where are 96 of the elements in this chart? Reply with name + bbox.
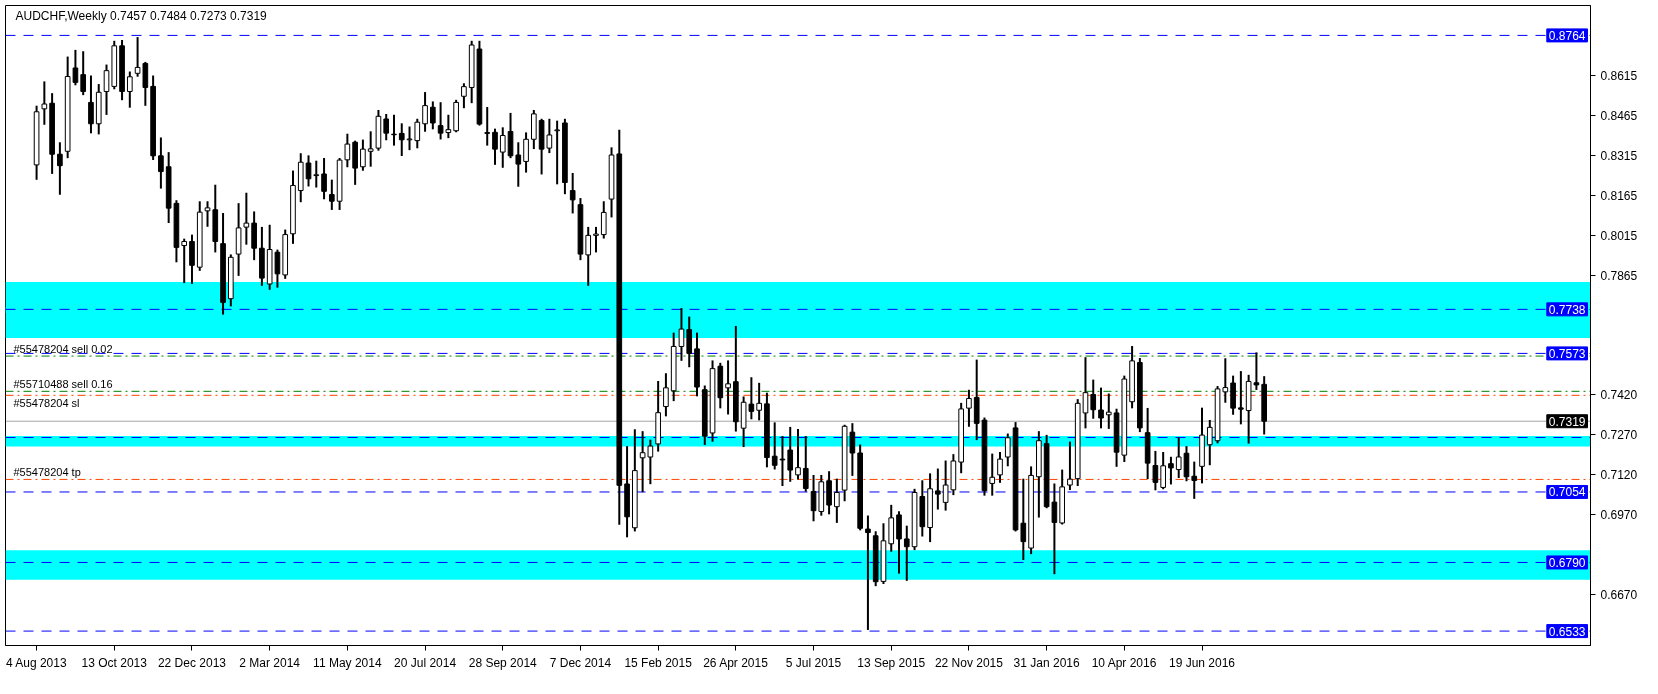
candlestick bbox=[158, 137, 164, 189]
y-tick-label: 0.8315 bbox=[1600, 148, 1638, 163]
y-tick-label: 0.8015 bbox=[1600, 228, 1638, 243]
candlestick bbox=[1206, 419, 1213, 466]
ref-line-label: #55478204 tp bbox=[13, 466, 81, 479]
candlestick bbox=[57, 142, 63, 195]
x-tick-label: 2 Mar 2014 bbox=[239, 655, 301, 670]
candlestick bbox=[181, 238, 188, 284]
candlestick bbox=[461, 83, 467, 109]
candlestick bbox=[398, 123, 405, 157]
candlestick bbox=[360, 139, 366, 171]
candlestick bbox=[305, 155, 312, 187]
candlestick bbox=[686, 316, 693, 368]
candlestick bbox=[725, 360, 731, 415]
candlestick bbox=[903, 525, 910, 581]
candlestick bbox=[834, 478, 840, 523]
candlestick bbox=[499, 127, 506, 168]
candlestick bbox=[593, 226, 599, 253]
candlestick bbox=[41, 81, 48, 125]
x-tick-label: 20 Jul 2014 bbox=[394, 655, 457, 670]
candlestick bbox=[1067, 441, 1073, 491]
candlestick bbox=[422, 92, 428, 132]
candlestick bbox=[1090, 379, 1097, 419]
x-tick-label: 15 Feb 2015 bbox=[624, 655, 693, 670]
ref-line-label: 0.8764 bbox=[1548, 28, 1586, 43]
y-tick-label: 0.7270 bbox=[1600, 427, 1638, 442]
candlestick bbox=[88, 75, 94, 134]
candlestick bbox=[1191, 461, 1198, 499]
y-tick-label: 0.8615 bbox=[1600, 68, 1638, 83]
x-tick-label: 22 Nov 2015 bbox=[934, 655, 1004, 670]
candlestick bbox=[554, 120, 560, 185]
candlestick bbox=[321, 158, 327, 200]
y-tick-label: 0.7420 bbox=[1600, 387, 1638, 402]
ref-line-label: #55710488 sell 0.16 bbox=[13, 378, 113, 391]
x-tick-label: 22 Dec 2013 bbox=[157, 655, 227, 670]
x-tick-label: 31 Jan 2016 bbox=[1013, 655, 1080, 670]
candlestick bbox=[492, 128, 498, 165]
y-tick-label: 0.7865 bbox=[1600, 268, 1638, 283]
chart-title: AUDCHF,Weekly 0.7457 0.7484 0.7273 0.7319 bbox=[15, 8, 268, 23]
candlestick bbox=[935, 468, 941, 510]
x-tick-label: 5 Jul 2015 bbox=[785, 655, 842, 670]
candlestick bbox=[1004, 433, 1011, 467]
candlestick bbox=[313, 160, 320, 188]
ref-line-label: #55478204 sl bbox=[13, 397, 80, 410]
ref-line-label: 0.7319 bbox=[1548, 414, 1586, 429]
candlestick bbox=[663, 373, 669, 417]
candlestick bbox=[243, 192, 250, 245]
candlestick bbox=[966, 389, 972, 427]
candlestick bbox=[1168, 456, 1174, 485]
candlestick bbox=[795, 429, 801, 480]
candlestick bbox=[80, 51, 87, 96]
candlestick bbox=[678, 308, 685, 361]
ref-line-label: 0.7573 bbox=[1548, 346, 1586, 361]
candlestick bbox=[344, 133, 351, 168]
candlestick bbox=[189, 234, 195, 284]
x-tick-label: 7 Dec 2014 bbox=[549, 655, 612, 670]
ref-line-label: 0.7738 bbox=[1548, 302, 1586, 317]
candlestick bbox=[802, 435, 809, 492]
x-tick-label: 26 Apr 2015 bbox=[703, 655, 769, 670]
candlestick bbox=[585, 226, 592, 286]
candlestick bbox=[787, 426, 794, 482]
candlestick bbox=[997, 451, 1003, 483]
x-tick-label: 4 Aug 2013 bbox=[5, 655, 67, 670]
candlestick bbox=[1160, 451, 1166, 490]
candlestick bbox=[1152, 450, 1159, 491]
y-tick-label: 0.8465 bbox=[1600, 108, 1638, 123]
ref-line-label: 0.6533 bbox=[1548, 624, 1586, 639]
x-tick-label: 19 Jun 2016 bbox=[1168, 655, 1236, 670]
ref-line-label: 0.6790 bbox=[1548, 555, 1586, 570]
y-tick-label: 0.7120 bbox=[1600, 467, 1638, 482]
x-tick-label: 10 Apr 2016 bbox=[1091, 655, 1157, 670]
candlestick bbox=[126, 71, 133, 108]
ref-line-label: 0.7054 bbox=[1548, 485, 1586, 500]
candlestick bbox=[865, 515, 871, 630]
candlestick bbox=[600, 201, 607, 239]
y-tick-label: 0.6970 bbox=[1600, 507, 1638, 522]
candlestick bbox=[204, 201, 211, 227]
candlestick bbox=[430, 101, 436, 130]
candlestick bbox=[484, 107, 491, 146]
candlestick bbox=[523, 132, 529, 173]
candlestick bbox=[1238, 371, 1244, 425]
x-tick-label: 13 Oct 2013 bbox=[81, 655, 148, 670]
candlestick bbox=[989, 453, 996, 496]
y-tick-label: 0.6670 bbox=[1600, 588, 1638, 602]
candlestick bbox=[756, 382, 762, 421]
x-tick-label: 13 Sep 2015 bbox=[857, 655, 926, 670]
candlestick bbox=[1105, 393, 1112, 429]
candlestick bbox=[367, 131, 374, 167]
x-tick-label: 28 Sep 2014 bbox=[468, 655, 538, 670]
candlestick bbox=[569, 172, 576, 214]
candlestick bbox=[1098, 387, 1104, 429]
candlestick bbox=[383, 113, 390, 141]
ref-line-label: #55478204 sell 0.02 bbox=[13, 343, 113, 356]
y-tick-label: 0.8165 bbox=[1600, 188, 1638, 203]
candlestick bbox=[328, 179, 335, 210]
x-tick-label: 11 May 2014 bbox=[313, 655, 382, 670]
